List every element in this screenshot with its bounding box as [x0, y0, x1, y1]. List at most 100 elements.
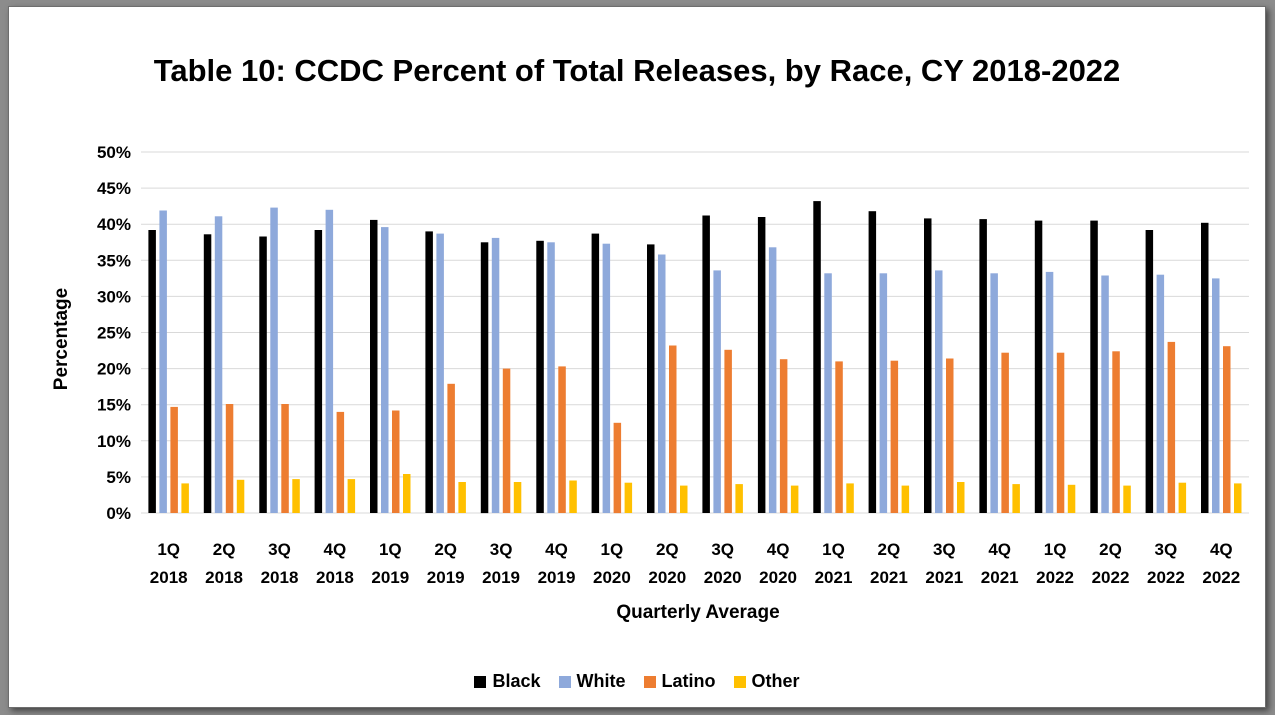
x-tick-label-quarter: 3Q	[490, 540, 513, 559]
bar-white	[1101, 275, 1109, 513]
x-tick-label-year: 2018	[316, 568, 354, 587]
x-tick-label-quarter: 3Q	[1155, 540, 1178, 559]
y-tick-label: 40%	[97, 215, 131, 234]
x-tick-label-year: 2022	[1147, 568, 1185, 587]
y-tick-label: 15%	[97, 396, 131, 415]
bar-other	[901, 485, 910, 513]
x-tick-label-year: 2019	[427, 568, 465, 587]
bar-other	[1012, 484, 1020, 513]
legend-item-white: White	[558, 671, 626, 692]
x-tick-label-quarter: 1Q	[379, 540, 402, 559]
x-tick-label-quarter: 2Q	[213, 540, 236, 559]
x-tick-label-quarter: 3Q	[711, 540, 734, 559]
bar-latino	[613, 422, 622, 514]
bar-white	[1045, 271, 1054, 513]
bar-latino	[1001, 352, 1009, 513]
x-tick-label-quarter: 2Q	[878, 540, 901, 559]
x-tick-label-year: 2021	[925, 568, 963, 587]
bar-black	[203, 234, 212, 514]
gridlines	[141, 151, 1249, 514]
x-tick-label-quarter: 4Q	[767, 540, 790, 559]
bar-white	[491, 237, 500, 513]
bar-black	[702, 215, 710, 513]
x-tick-label-year: 2022	[1202, 568, 1240, 587]
legend-item-latino: Latino	[643, 671, 716, 692]
bar-latino	[281, 404, 289, 513]
bar-latino	[1056, 352, 1065, 513]
bar-black	[1090, 220, 1098, 513]
y-axis-title: Percentage	[51, 288, 72, 390]
bar-black	[259, 236, 267, 513]
x-tick-label-quarter: 1Q	[822, 540, 845, 559]
bar-white	[1156, 274, 1165, 513]
bar-latino	[779, 359, 788, 513]
chart-legend: Black White Latino Other	[9, 671, 1265, 692]
bar-black	[314, 230, 323, 513]
bar-white	[602, 243, 611, 513]
bar-other	[680, 485, 688, 513]
x-tick-label-year: 2021	[870, 568, 908, 587]
bar-other	[846, 483, 854, 513]
y-tick-label: 50%	[97, 143, 131, 162]
x-tick-label-quarter: 2Q	[656, 540, 679, 559]
bar-black	[1201, 222, 1209, 514]
y-tick-label: 10%	[97, 432, 131, 451]
bar-black	[370, 219, 378, 513]
bar-white	[325, 209, 334, 514]
bar-other	[1178, 482, 1187, 513]
bar-other	[292, 479, 300, 513]
bar-black	[813, 201, 821, 513]
y-tick-label: 0%	[106, 504, 131, 523]
bar-white	[214, 216, 223, 514]
y-tick-label: 25%	[97, 324, 131, 343]
bar-latino	[392, 410, 400, 513]
x-axis-title: Quarterly Average	[616, 602, 779, 623]
chart-title: Table 10: CCDC Percent of Total Releases…	[153, 53, 1121, 88]
x-tick-label-year: 2020	[593, 568, 631, 587]
bar-latino	[170, 406, 178, 513]
bar-other	[790, 485, 799, 513]
bar-white	[768, 247, 777, 514]
bar-black	[536, 240, 544, 514]
bar-other	[403, 474, 411, 513]
legend-label: Other	[751, 671, 800, 691]
bar-other	[1123, 485, 1131, 513]
x-tick-label-year: 2018	[150, 568, 188, 587]
x-tick-label-quarter: 4Q	[988, 540, 1011, 559]
bar-black	[868, 211, 877, 513]
x-tick-label-year: 2021	[815, 568, 853, 587]
bar-white	[1212, 278, 1220, 513]
bar-other	[1234, 483, 1242, 513]
legend-swatch	[474, 675, 487, 688]
x-tick-label-year: 2020	[648, 568, 686, 587]
bar-white	[879, 273, 888, 513]
bar-other	[181, 483, 189, 513]
bar-white	[990, 273, 998, 513]
bar-white	[270, 207, 278, 513]
x-tick-label-quarter: 4Q	[1210, 540, 1233, 559]
legend-swatch	[643, 675, 656, 688]
bar-black	[148, 230, 156, 513]
bar-latino	[447, 383, 455, 513]
legend-label: White	[576, 671, 626, 691]
x-tick-label-year: 2021	[981, 568, 1019, 587]
x-tick-label-year: 2022	[1036, 568, 1074, 587]
legend-swatch	[733, 675, 746, 688]
bar-chart: 0% 5% 10% 15% 20% 25% 30% 35% 40% 45% 50% 1Q 2018 2Q…	[51, 143, 1249, 623]
bars	[148, 201, 1242, 514]
bar-black	[1034, 220, 1043, 513]
legend-item-other: Other	[733, 671, 800, 692]
bar-other	[458, 482, 466, 513]
legend-swatch	[558, 675, 571, 688]
x-tick-label-year: 2019	[371, 568, 409, 587]
y-axis-tick-labels: 0% 5% 10% 15% 20% 25% 30% 35% 40% 45% 50%	[97, 143, 131, 523]
y-tick-label: 5%	[106, 468, 131, 487]
bar-white	[159, 210, 167, 513]
x-tick-label-quarter: 1Q	[157, 540, 180, 559]
x-tick-label-quarter: 3Q	[268, 540, 291, 559]
y-tick-label: 45%	[97, 179, 131, 198]
bar-black	[757, 217, 766, 513]
bar-other	[569, 480, 577, 513]
x-axis-tick-labels: 1Q 2018 2Q 2018 3Q 2018 4Q 2018 1Q 2019 2Q 2019 3Q 20…	[150, 540, 1240, 587]
x-tick-label-quarter: 1Q	[601, 540, 624, 559]
